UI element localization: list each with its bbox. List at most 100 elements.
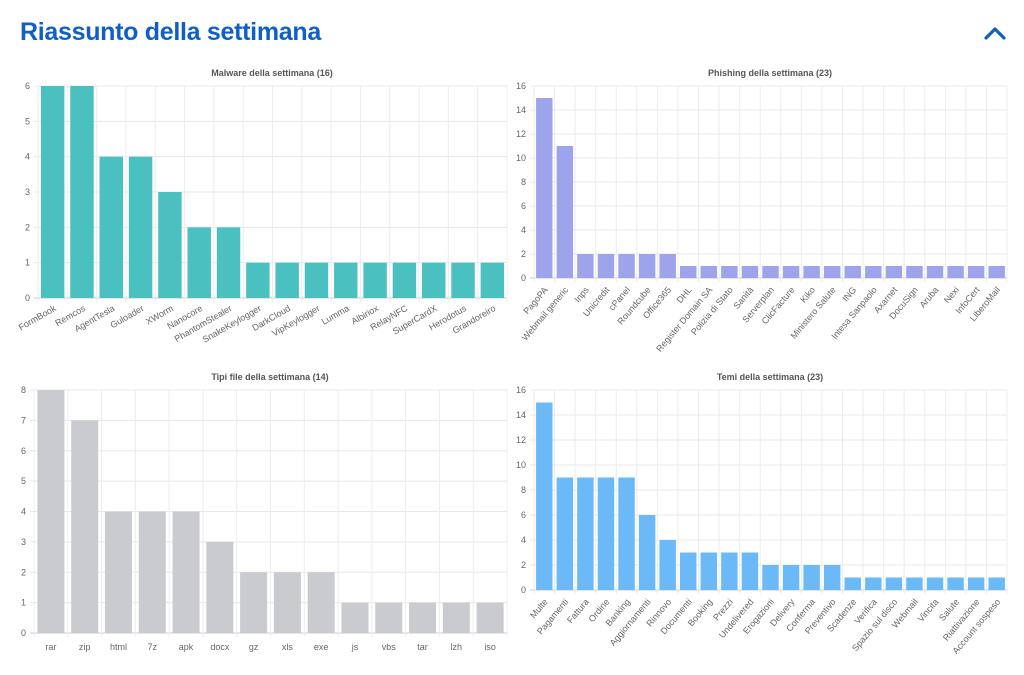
bar bbox=[680, 552, 697, 590]
bar bbox=[988, 266, 1005, 278]
bar bbox=[70, 86, 94, 298]
chart-title: Malware della settimana (16) bbox=[211, 68, 333, 78]
y-tick-label: 2 bbox=[521, 249, 526, 259]
bar bbox=[334, 262, 358, 298]
bar bbox=[803, 266, 820, 278]
x-tick-label: xls bbox=[282, 642, 293, 652]
bar bbox=[865, 266, 882, 278]
bar bbox=[240, 572, 268, 633]
chart-title: Temi della settimana (23) bbox=[717, 372, 823, 382]
bar bbox=[442, 602, 470, 633]
bar bbox=[341, 602, 369, 633]
y-tick-label: 3 bbox=[25, 187, 30, 197]
bar bbox=[659, 254, 676, 278]
bar bbox=[128, 156, 153, 298]
bar bbox=[906, 266, 923, 278]
y-tick-label: 6 bbox=[521, 201, 526, 211]
bar bbox=[721, 266, 738, 278]
bar bbox=[823, 565, 841, 590]
bar bbox=[556, 477, 574, 590]
y-tick-label: 1 bbox=[21, 598, 26, 608]
bar bbox=[597, 477, 615, 590]
bar bbox=[363, 262, 387, 298]
y-tick-label: 6 bbox=[521, 510, 526, 520]
bar bbox=[865, 577, 882, 590]
y-tick-label: 4 bbox=[521, 535, 526, 545]
y-tick-label: 16 bbox=[516, 385, 526, 395]
bar bbox=[844, 577, 861, 590]
bar bbox=[680, 266, 697, 278]
y-tick-label: 4 bbox=[21, 507, 26, 517]
y-tick-label: 12 bbox=[516, 435, 526, 445]
x-tick-label: 7z bbox=[147, 642, 157, 652]
bar bbox=[803, 565, 820, 590]
bar bbox=[967, 577, 985, 590]
x-tick-label: zip bbox=[79, 642, 91, 652]
bar bbox=[823, 266, 841, 278]
chevron-up-icon[interactable] bbox=[983, 24, 1007, 42]
bar bbox=[906, 577, 923, 590]
bar bbox=[158, 192, 182, 298]
bar bbox=[947, 266, 964, 278]
bar bbox=[947, 577, 964, 590]
y-tick-label: 4 bbox=[25, 152, 30, 162]
y-tick-label: 0 bbox=[21, 628, 26, 638]
bar bbox=[375, 602, 403, 633]
x-tick-label: gz bbox=[249, 642, 259, 652]
bar bbox=[246, 262, 270, 298]
bar bbox=[37, 390, 65, 633]
x-tick-label: exe bbox=[314, 642, 329, 652]
y-tick-label: 8 bbox=[21, 385, 26, 395]
y-tick-label: 10 bbox=[516, 153, 526, 163]
bar bbox=[275, 262, 299, 298]
y-tick-label: 3 bbox=[21, 537, 26, 547]
page-title: Riassunto della settimana bbox=[20, 18, 321, 46]
bar bbox=[172, 511, 200, 633]
bar bbox=[782, 266, 800, 278]
bar bbox=[618, 477, 635, 590]
bar bbox=[638, 254, 656, 278]
x-tick-label: Fattura bbox=[565, 597, 591, 625]
y-tick-label: 4 bbox=[521, 225, 526, 235]
bar bbox=[392, 262, 417, 298]
bar bbox=[40, 86, 65, 298]
bar bbox=[926, 266, 944, 278]
bar bbox=[844, 266, 861, 278]
bar bbox=[762, 565, 779, 590]
x-tick-label: js bbox=[351, 642, 359, 652]
y-tick-label: 6 bbox=[25, 81, 30, 91]
bar bbox=[926, 577, 944, 590]
y-tick-label: 2 bbox=[21, 567, 26, 577]
bar bbox=[138, 511, 166, 633]
bar bbox=[304, 262, 329, 298]
y-tick-label: 7 bbox=[21, 415, 26, 425]
y-tick-label: 12 bbox=[516, 129, 526, 139]
bar bbox=[577, 477, 594, 590]
bar bbox=[988, 577, 1005, 590]
bar bbox=[451, 262, 475, 298]
x-tick-label: docx bbox=[210, 642, 230, 652]
y-tick-label: 1 bbox=[25, 258, 30, 268]
bar bbox=[536, 402, 553, 590]
y-tick-label: 6 bbox=[21, 446, 26, 456]
bar bbox=[480, 262, 505, 298]
y-tick-label: 14 bbox=[516, 410, 526, 420]
y-tick-label: 2 bbox=[25, 222, 30, 232]
bar bbox=[536, 98, 553, 278]
y-tick-label: 5 bbox=[25, 116, 30, 126]
bar bbox=[721, 552, 738, 590]
x-tick-label: iso bbox=[484, 642, 496, 652]
x-tick-label: vbs bbox=[382, 642, 397, 652]
bar bbox=[700, 552, 718, 590]
bar bbox=[273, 572, 301, 633]
y-tick-label: 8 bbox=[521, 177, 526, 187]
bar bbox=[216, 227, 241, 298]
x-tick-label: tar bbox=[417, 642, 428, 652]
bar bbox=[659, 540, 676, 590]
bar bbox=[638, 515, 656, 590]
x-tick-label: rar bbox=[45, 642, 56, 652]
x-tick-label: html bbox=[110, 642, 127, 652]
bar bbox=[741, 552, 759, 590]
